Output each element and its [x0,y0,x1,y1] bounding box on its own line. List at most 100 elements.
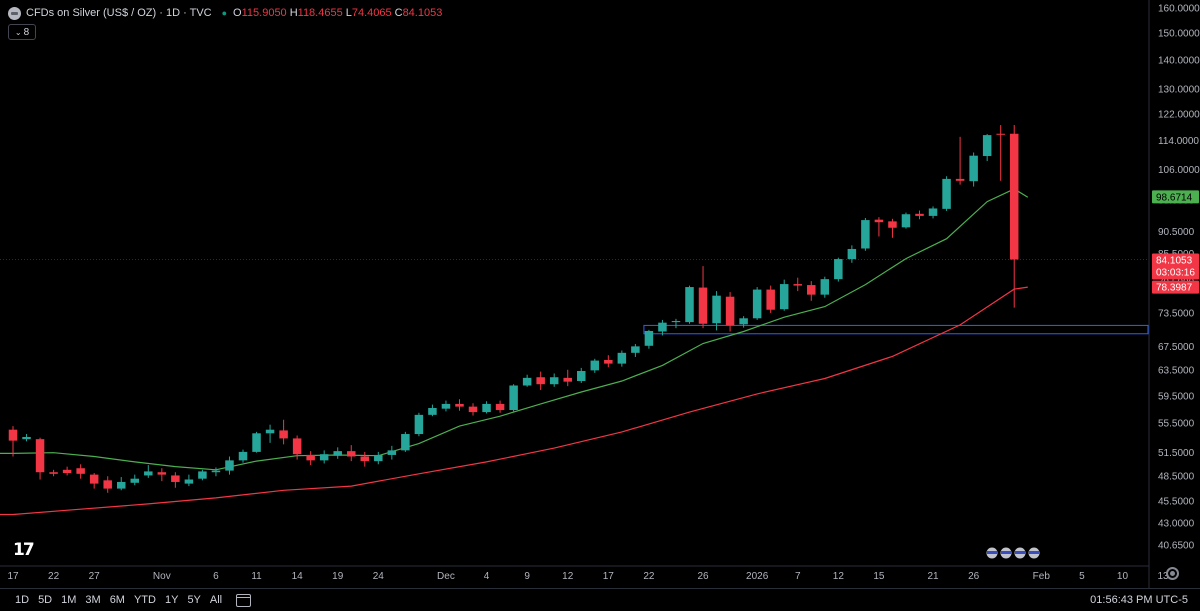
range-button-3m[interactable]: 3M [85,594,101,606]
chart-legend: CFDs on Silver (US$ / OZ) · 1D · TVC ● O… [8,5,445,21]
range-button-ytd[interactable]: YTD [133,594,156,606]
event-flag-stripe [987,551,997,554]
ma-fast-line [0,188,1029,471]
chevron-down-icon: ⌄ [14,27,22,37]
y-tick-label: 40.6500 [1158,541,1195,552]
candle-body [319,454,329,461]
range-button-all[interactable]: All [209,594,223,606]
y-tick-label: 51.5000 [1158,448,1195,459]
y-tick-label: 130.0000 [1158,85,1200,96]
ma-slow-line [0,286,1028,516]
calendar-icon[interactable] [236,593,252,607]
candle-body [807,285,816,295]
close-value: C84.1053 [394,7,443,19]
x-tick-label: 17 [603,571,615,582]
event-flag-stripe [1015,551,1025,554]
y-tick-label: 122.0000 [1158,110,1200,121]
candle-body [428,407,437,415]
candle-body [171,475,180,482]
symbol-title[interactable]: CFDs on Silver (US$ / OZ) · 1D · TVC [26,7,212,19]
candle-body [387,450,397,455]
indicators-collapse-button[interactable]: ⌄ 8 [8,24,36,40]
event-flag-stripe [1029,551,1039,554]
x-tick-label: 5 [1079,571,1085,582]
x-tick-label: 15 [873,571,885,582]
y-tick-label: 90.5000 [1158,227,1195,238]
candle-body [928,208,938,216]
candle-body [577,370,586,382]
y-tick-label: 63.5000 [1158,366,1195,377]
candle-body [211,470,221,473]
candle-body [955,178,965,181]
candle-body [982,135,992,157]
candle-body [238,451,248,461]
bar-countdown-label: 03:03:16 [1156,267,1195,278]
candle-body [820,279,830,295]
candle-body [35,439,45,473]
x-tick-label: 12 [562,571,574,582]
x-tick-label: 22 [643,571,655,582]
candle-body [401,434,410,451]
price-chart[interactable]: 40.6500 43.0000 45.5000 48.5000 51.5000 55.50… [0,0,1200,588]
candle-body [847,248,857,260]
x-tick-label: 2026 [746,571,769,582]
range-button-1y[interactable]: 1Y [164,594,179,606]
candle-body [522,377,532,386]
range-button-6m[interactable]: 6M [109,594,125,606]
y-tick-label: 114.0000 [1158,136,1199,147]
y-tick-label: 106.0000 [1158,165,1200,176]
range-button-1d[interactable]: 1D [15,594,30,606]
y-tick-label: 160.0000 [1158,3,1200,14]
clock-readout[interactable]: 01:56:43 PM UTC-5 [1090,594,1188,606]
candle-body [495,403,505,411]
y-tick-label: 55.5000 [1158,419,1195,430]
candle-body [157,472,167,475]
candle-body [861,220,870,249]
candle-body [374,454,383,462]
range-button-5d[interactable]: 5D [38,594,53,606]
x-tick-label: 6 [213,571,219,582]
y-tick-label: 59.5000 [1158,391,1195,402]
candle-body [198,471,207,479]
x-tick-label: 9 [524,571,530,582]
x-tick-label: Nov [153,571,171,582]
x-tick-label: 24 [373,571,385,582]
range-button-5y[interactable]: 5Y [187,594,201,606]
time-range-selector: 1D 5D 1M 3M 6M YTD 1Y 5Y All [0,594,222,606]
x-tick-label: 7 [795,571,801,582]
y-tick-label: 150.0000 [1158,29,1200,40]
x-tick-label: 14 [292,571,304,582]
ma-fast-price-label-bg [1152,190,1199,204]
candle-body [536,377,545,385]
candle-body [888,221,897,228]
range-button-1m[interactable]: 1M [61,594,77,606]
candle-body [62,469,72,474]
y-tick-label: 140.0000 [1158,56,1200,67]
candle-body [1009,133,1019,260]
last-price-label-bg [1152,253,1199,280]
candle-body [644,330,654,346]
candle-body [279,430,288,439]
tradingview-logo[interactable]: 17 [13,540,35,560]
candle-body [292,438,302,455]
candle-body [76,468,85,474]
candle-body [563,377,572,382]
candle-body [752,289,762,319]
candle-body [766,289,775,310]
candle-body [509,385,518,411]
candle-body [306,454,315,461]
settings-gear-icon[interactable] [1166,567,1179,580]
x-tick-label: 17 [7,571,19,582]
candle-body [834,259,843,280]
y-tick-label: 45.5000 [1158,496,1195,507]
x-tick-label: 27 [89,571,101,582]
candle-body [549,377,559,385]
candle-body [874,219,884,223]
x-tick-label: 19 [332,571,344,582]
candle-body [604,359,613,364]
candle-body [712,295,721,324]
x-tick-label: 13 [1157,571,1169,582]
candle-body [942,178,951,209]
candle-body [265,429,275,434]
x-tick-label: 12 [833,571,845,582]
